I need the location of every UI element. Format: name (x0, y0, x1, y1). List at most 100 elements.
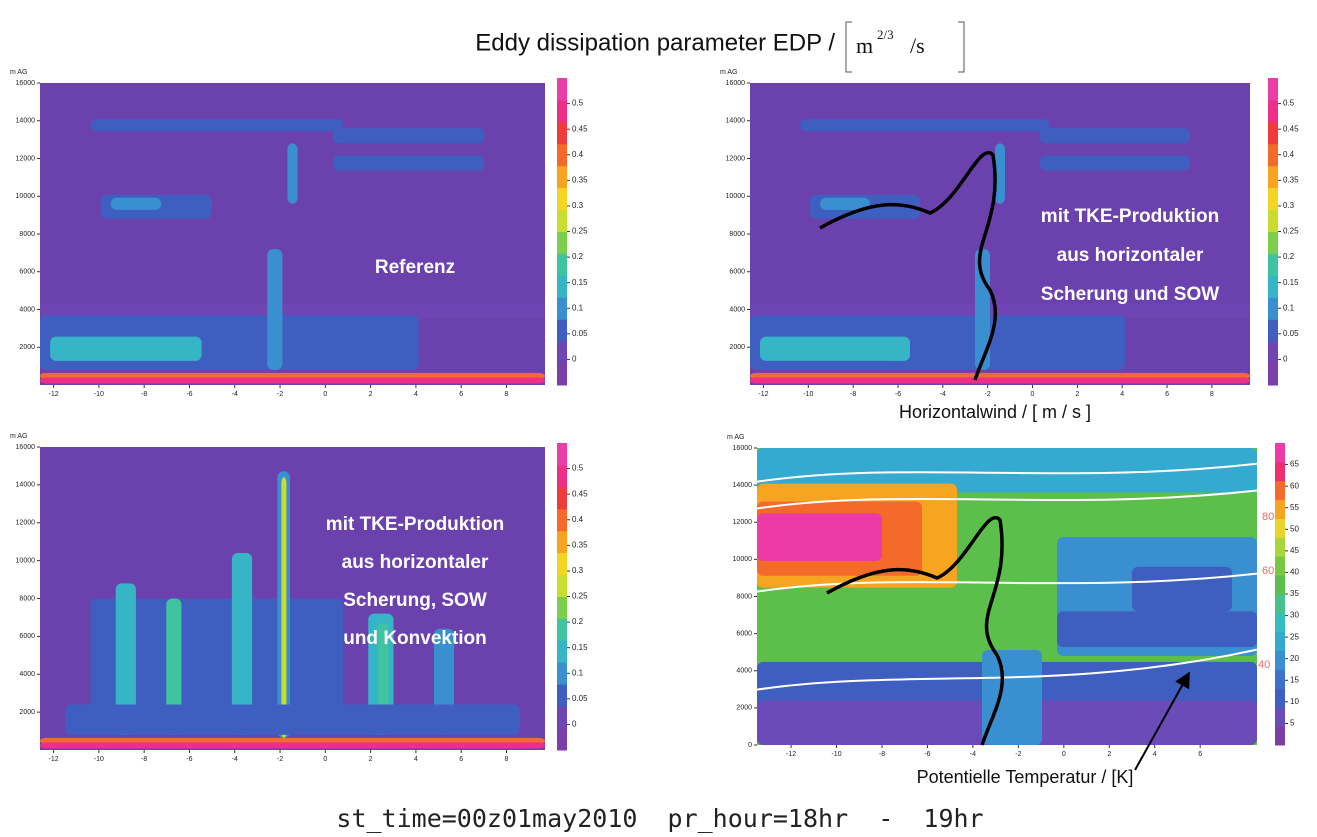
colorbar-step (557, 640, 567, 662)
colorbar-label: 0.1 (572, 303, 584, 312)
x-tick-label: -4 (232, 756, 238, 763)
colorbar-step (557, 597, 567, 619)
field-patch (1057, 611, 1257, 647)
colorbar-step (557, 487, 567, 509)
y-tick-label: 14000 (726, 118, 746, 125)
colorbar-step (557, 144, 567, 166)
annotation: aus horizontaler (342, 552, 489, 573)
colorbar-label: 0.45 (572, 489, 588, 498)
x-tick-label: 2 (1075, 391, 1079, 398)
y-tick-label: 10000 (16, 193, 36, 200)
colorbar-step (557, 78, 567, 100)
colorbar-step (557, 531, 567, 553)
x-tick-label: -8 (141, 756, 147, 763)
field-patch (750, 377, 1250, 383)
x-tick-label: 0 (323, 391, 327, 398)
field-patch (40, 742, 545, 748)
colorbar-label: 60 (1290, 481, 1299, 490)
field-patch (281, 477, 286, 738)
colorbar-label: 0.5 (572, 99, 584, 108)
x-axis-label: Horizontalwind / [ m / s ] (899, 402, 1091, 422)
y-tick-label: 2000 (736, 705, 752, 712)
y-tick-label: 10000 (733, 556, 753, 563)
colorbar-step (557, 253, 567, 275)
title: Eddy dissipation parameter EDP / (475, 29, 835, 56)
x-tick-label: 6 (459, 756, 463, 763)
y-axis-label: m AG (10, 433, 28, 440)
x-tick-label: -8 (141, 391, 147, 398)
y-tick-label: 4000 (19, 306, 35, 313)
colorbar-label: 5 (1290, 719, 1295, 728)
colorbar-step (1275, 443, 1285, 462)
colorbar-step (1268, 166, 1278, 188)
colorbar-step (1275, 594, 1285, 613)
colorbar-step (557, 618, 567, 640)
y-tick-label: 16000 (733, 445, 753, 452)
x-tick-label: -4 (232, 391, 238, 398)
x-tick-label: 4 (1120, 391, 1124, 398)
x-tick-label: -6 (186, 391, 192, 398)
colorbar-label: 0.15 (1283, 278, 1299, 287)
figure: Eddy dissipation parameter EDP / m 2/3 /… (0, 0, 1317, 837)
colorbar-label: 40 (1290, 568, 1299, 577)
field-patch (267, 249, 282, 370)
x-tick-label: -12 (758, 391, 768, 398)
annotation: Scherung, SOW (343, 590, 487, 611)
contour-label: 40 (1258, 659, 1270, 671)
y-tick-label: 0 (748, 742, 752, 749)
colorbar-step (557, 575, 567, 597)
y-tick-label: 10000 (16, 557, 36, 564)
field-patch (287, 143, 297, 203)
colorbar-label: 35 (1290, 589, 1299, 598)
colorbar-step (1275, 670, 1285, 689)
colorbar-step (1268, 319, 1278, 341)
x-tick-label: -12 (49, 756, 59, 763)
y-tick-label: 4000 (729, 306, 745, 313)
colorbar-label: 20 (1290, 654, 1299, 663)
x-tick-label: -10 (803, 391, 813, 398)
y-tick-label: 12000 (16, 520, 36, 527)
y-tick-label: 12000 (733, 519, 753, 526)
panel: 8060405101520253035404550556065020004000… (727, 434, 1299, 787)
colorbar-step (1275, 726, 1285, 745)
colorbar-step (1275, 500, 1285, 519)
field-patch (1040, 128, 1190, 143)
colorbar-step (1275, 632, 1285, 651)
colorbar-label: 10 (1290, 697, 1299, 706)
x-tick-label: -10 (94, 391, 104, 398)
y-tick-label: 12000 (726, 155, 746, 162)
y-tick-label: 14000 (733, 482, 753, 489)
colorbar-step (1275, 651, 1285, 670)
colorbar-step (557, 210, 567, 232)
colorbar-step (1275, 462, 1285, 481)
x-tick-label: 2 (369, 756, 373, 763)
field-patch (91, 119, 344, 131)
x-tick-label: 4 (1153, 751, 1157, 758)
unit-per: /s (910, 33, 925, 58)
colorbar-step (557, 662, 567, 684)
colorbar-step (557, 465, 567, 487)
y-tick-label: 14000 (16, 482, 36, 489)
panel: 00.050.10.150.20.250.30.350.40.450.52000… (10, 69, 588, 398)
colorbar-step (1268, 210, 1278, 232)
unit-exponent: 2/3 (877, 27, 894, 42)
colorbar-label: 0 (1283, 355, 1288, 364)
colorbar-step (1275, 556, 1285, 575)
colorbar-step (1268, 341, 1278, 363)
y-axis-label: m AG (720, 69, 738, 76)
x-tick-label: 0 (1031, 391, 1035, 398)
colorbar-label: 0.4 (572, 515, 584, 524)
x-tick-label: 8 (505, 391, 509, 398)
y-tick-label: 16000 (16, 444, 36, 451)
x-tick-label: -4 (940, 391, 946, 398)
annotation: aus horizontaler (1057, 245, 1204, 266)
colorbar-step (557, 553, 567, 575)
colorbar-label: 0.5 (572, 464, 584, 473)
x-tick-label: 4 (414, 391, 418, 398)
y-tick-label: 8000 (19, 231, 35, 238)
colorbar-label: 0.05 (572, 329, 588, 338)
colorbar-step (1268, 297, 1278, 319)
field-patch (50, 337, 202, 361)
y-tick-label: 2000 (19, 344, 35, 351)
x-tick-label: 2 (1107, 751, 1111, 758)
